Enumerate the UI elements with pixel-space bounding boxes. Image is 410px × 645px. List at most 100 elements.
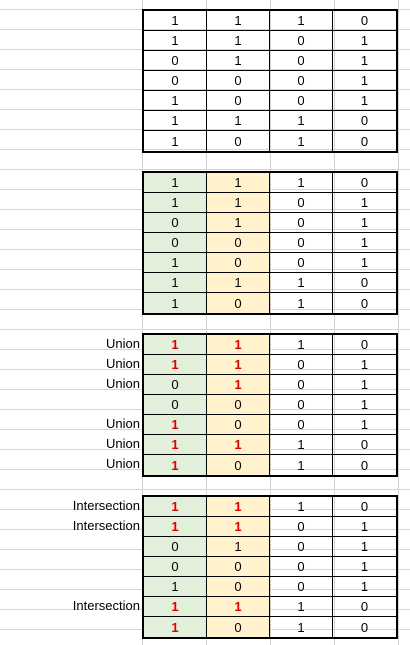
cell[interactable]: 1 <box>333 253 396 273</box>
cell[interactable]: 1 <box>270 131 333 151</box>
cell[interactable]: 1 <box>333 537 396 557</box>
cell[interactable]: 0 <box>270 71 333 91</box>
cell[interactable]: 1 <box>207 213 270 233</box>
cell[interactable]: 0 <box>144 213 207 233</box>
cell[interactable]: 1 <box>270 273 333 293</box>
cell[interactable]: 1 <box>144 435 207 455</box>
cell[interactable]: 1 <box>207 375 270 395</box>
cell[interactable]: 0 <box>333 11 396 31</box>
cell[interactable]: 1 <box>270 617 333 637</box>
cell[interactable]: 1 <box>144 273 207 293</box>
cell[interactable]: 1 <box>270 11 333 31</box>
cell[interactable]: 1 <box>207 517 270 537</box>
cell[interactable]: 1 <box>144 91 207 111</box>
cell[interactable]: 1 <box>207 51 270 71</box>
cell[interactable]: 0 <box>270 31 333 51</box>
cell[interactable]: 1 <box>333 233 396 253</box>
cell[interactable]: 1 <box>333 375 396 395</box>
cell[interactable]: 0 <box>144 537 207 557</box>
cell[interactable]: 1 <box>207 435 270 455</box>
cell[interactable]: 1 <box>333 193 396 213</box>
cell[interactable]: 1 <box>207 31 270 51</box>
cell[interactable]: 1 <box>207 11 270 31</box>
cell[interactable]: 0 <box>360 133 369 149</box>
cell[interactable]: 0 <box>333 335 396 355</box>
cell[interactable]: 1 <box>270 173 333 193</box>
cell[interactable]: 0 <box>207 253 270 273</box>
cell[interactable]: 1 <box>144 517 207 537</box>
cell[interactable]: 0 <box>207 455 270 475</box>
cell[interactable]: 1 <box>144 131 207 151</box>
cell[interactable]: 0 <box>270 415 333 435</box>
cell[interactable]: 0 <box>333 111 396 131</box>
cell[interactable]: 1 <box>144 577 207 597</box>
cell[interactable]: 1 <box>333 395 396 415</box>
cell[interactable]: 1 <box>333 71 396 91</box>
cell[interactable]: 1 <box>144 617 207 637</box>
cell[interactable]: 0 <box>144 71 207 91</box>
cell[interactable]: 1 <box>270 111 333 131</box>
cell[interactable]: 0 <box>144 233 207 253</box>
cell[interactable]: 1 <box>207 273 270 293</box>
cell[interactable]: 0 <box>207 293 270 313</box>
cell[interactable]: 1 <box>207 173 270 193</box>
cell[interactable]: 1 <box>144 173 207 193</box>
cell[interactable]: 1 <box>207 537 270 557</box>
cell[interactable]: 0 <box>144 375 207 395</box>
cell[interactable]: 1 <box>144 293 207 313</box>
cell[interactable]: 0 <box>144 395 207 415</box>
cell[interactable]: 0 <box>270 395 333 415</box>
cell[interactable]: 0 <box>207 395 270 415</box>
cell[interactable]: 0 <box>270 537 333 557</box>
cell[interactable]: 1 <box>144 11 207 31</box>
cell[interactable]: 0 <box>207 71 270 91</box>
cell[interactable]: 0 <box>207 415 270 435</box>
cell[interactable]: 1 <box>333 415 396 435</box>
cell[interactable]: 0 <box>270 193 333 213</box>
cell[interactable]: 0 <box>270 355 333 375</box>
cell[interactable]: 0 <box>144 557 207 577</box>
cell[interactable]: 1 <box>207 355 270 375</box>
cell[interactable]: 1 <box>333 355 396 375</box>
cell[interactable]: 1 <box>144 253 207 273</box>
cell[interactable]: 1 <box>333 557 396 577</box>
cell[interactable]: 1 <box>144 335 207 355</box>
cell[interactable]: 0 <box>207 131 270 151</box>
cell[interactable]: 1 <box>270 597 333 617</box>
cell[interactable]: 0 <box>270 577 333 597</box>
cell[interactable]: 1 <box>207 111 270 131</box>
cell[interactable]: 0 <box>207 557 270 577</box>
cell[interactable]: 0 <box>333 173 396 193</box>
cell[interactable]: 1 <box>333 213 396 233</box>
cell[interactable]: 1 <box>144 355 207 375</box>
cell[interactable]: 1 <box>270 455 333 475</box>
cell[interactable]: 0 <box>333 273 396 293</box>
cell[interactable]: 0 <box>144 51 207 71</box>
cell[interactable]: 0 <box>270 557 333 577</box>
cell[interactable]: 1 <box>333 517 396 537</box>
cell[interactable]: 1 <box>333 51 396 71</box>
cell[interactable]: 0 <box>207 233 270 253</box>
cell[interactable]: 1 <box>144 31 207 51</box>
cell[interactable]: 1 <box>270 335 333 355</box>
cell[interactable]: 0 <box>207 617 270 637</box>
cell[interactable]: 1 <box>333 577 396 597</box>
cell[interactable]: 0 <box>333 435 396 455</box>
cell[interactable]: 1 <box>144 497 207 517</box>
cell[interactable]: 1 <box>144 193 207 213</box>
cell[interactable]: 1 <box>270 435 333 455</box>
cell[interactable]: 0 <box>270 91 333 111</box>
cell[interactable]: 1 <box>144 597 207 617</box>
cell[interactable]: 1 <box>270 293 333 313</box>
cell[interactable]: 0 <box>360 295 369 311</box>
cell[interactable]: 1 <box>207 597 270 617</box>
cell[interactable]: 0 <box>333 497 396 517</box>
cell[interactable]: 0 <box>270 233 333 253</box>
cell[interactable]: 1 <box>333 31 396 51</box>
cell[interactable]: 1 <box>144 415 207 435</box>
cell[interactable]: 1 <box>207 497 270 517</box>
cell[interactable]: 1 <box>333 91 396 111</box>
cell[interactable]: 0 <box>333 597 396 617</box>
cell[interactable]: 0 <box>207 91 270 111</box>
